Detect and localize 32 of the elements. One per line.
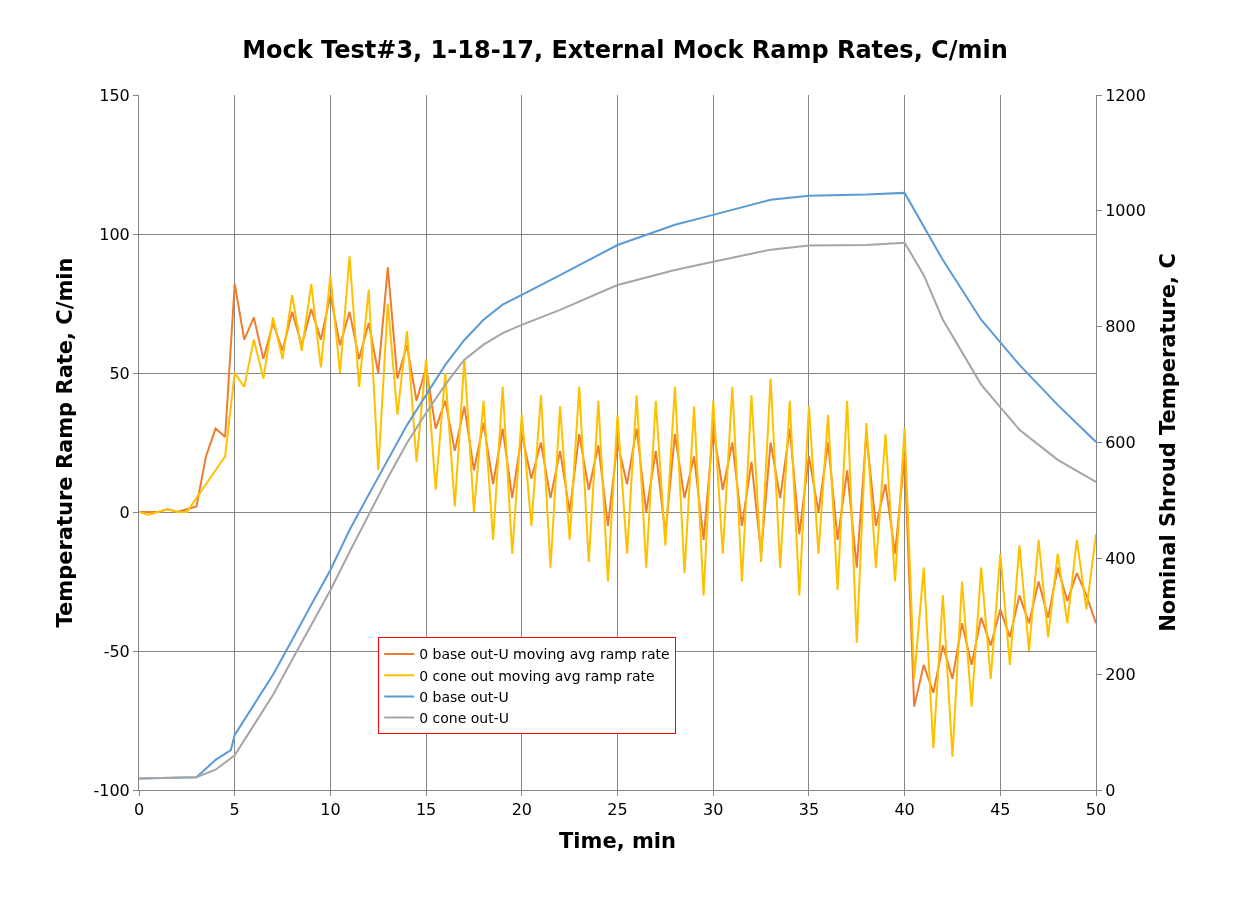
y2-tick-label: 0: [1105, 780, 1116, 800]
x-tick-label: 5: [229, 800, 240, 820]
y2-tick-label: 1000: [1105, 201, 1146, 221]
x-tick-label: 20: [511, 800, 532, 820]
y2-tick-label: 1200: [1105, 85, 1146, 105]
legend-label: 0 base out-U moving avg ramp rate: [419, 646, 670, 663]
y-tick-label: 50: [109, 363, 130, 383]
y2-tick-label: 200: [1105, 664, 1136, 684]
y2-axis-title: Nominal Shroud Temperature, C: [1156, 253, 1181, 632]
y-tick-label: 0: [119, 502, 130, 522]
x-axis-title: Time, min: [559, 829, 676, 854]
x-tick-label: 15: [415, 800, 437, 820]
legend-label: 0 cone out moving avg ramp rate: [419, 667, 655, 684]
legend-label: 0 cone out-U: [419, 710, 510, 727]
x-tick-label: 50: [1085, 800, 1107, 820]
x-tick-label: 0: [133, 800, 145, 820]
y2-tick-label: 800: [1105, 317, 1136, 337]
y-axis-title: Temperature Ramp Rate, C/min: [52, 257, 77, 628]
y-tick-label: 100: [99, 224, 130, 244]
y-tick-label: -100: [93, 780, 130, 800]
chart-title: Mock Test#3, 1-18-17, External Mock Ramp Rates, C/min: [242, 35, 1008, 64]
x-tick-label: 25: [607, 800, 628, 820]
y2-tick-label: 400: [1105, 548, 1136, 568]
x-tick-label: 40: [894, 800, 915, 820]
legend-label: 0 base out-U: [419, 688, 509, 705]
y-tick-label: -50: [103, 641, 130, 661]
y-tick-label: 150: [99, 85, 130, 105]
x-tick-label: 45: [990, 800, 1011, 820]
y2-tick-label: 600: [1105, 433, 1136, 453]
x-tick-label: 10: [320, 800, 341, 820]
x-tick-label: 30: [703, 800, 724, 820]
x-tick-label: 35: [798, 800, 820, 820]
